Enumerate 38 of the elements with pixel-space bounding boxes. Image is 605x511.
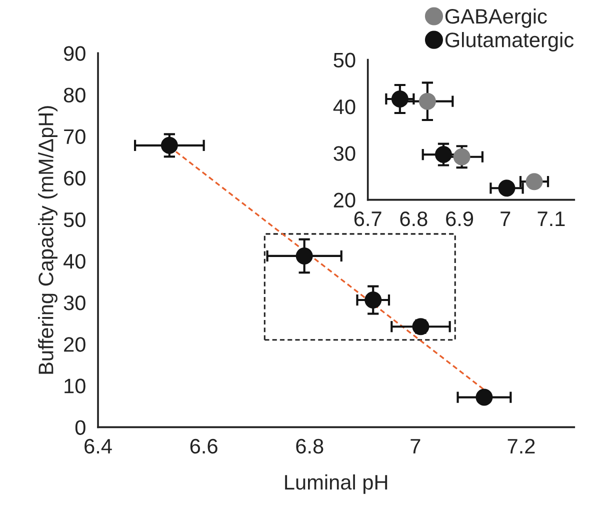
point [434,146,452,164]
y-tick-label: 80 [64,88,86,102]
point [418,92,436,110]
y-tick-label: 30 [334,146,356,161]
x-tick-label: 6.6 [190,438,218,454]
y-axis-title: Buffering Capacity (mM/ΔpH) [38,106,58,374]
x-axis-title: Luminal pH [285,474,388,494]
point [476,388,493,406]
x-tick-label: 6.7 [354,211,382,226]
y-tick-label: 40 [64,254,86,269]
y-tick-label: 50 [334,52,356,68]
y-tick-label: 60 [64,170,86,186]
point [391,90,408,108]
x-tick-label: 6.8 [400,211,428,226]
y-tick-label: 70 [64,129,86,144]
y-tick-label: 0 [75,420,86,435]
y-tick-label: 90 [64,46,86,61]
y-tick-label: 50 [64,212,86,228]
x-tick-label: 6.8 [296,438,324,454]
y-tick-label: 20 [64,337,86,352]
x-tick-label: 6.9 [446,211,474,226]
point [296,247,313,264]
x-tick-label: 7.2 [508,438,535,454]
point [498,180,516,197]
legend-label: GABAergic [445,8,547,28]
y-tick-label: 10 [64,378,86,394]
x-tick-label: 7.1 [538,212,565,226]
point [364,292,382,309]
legend-label: Glutamatergic [445,32,574,52]
x-tick-label: 6.4 [84,438,112,454]
y-tick-label: 30 [64,296,86,310]
x-tick-label: 7 [500,212,510,226]
point [453,148,470,166]
point [526,173,543,190]
point [160,136,178,154]
y-tick-label: 20 [334,192,356,208]
x-tick-label: 7 [410,439,420,454]
y-tick-label: 40 [333,99,356,114]
